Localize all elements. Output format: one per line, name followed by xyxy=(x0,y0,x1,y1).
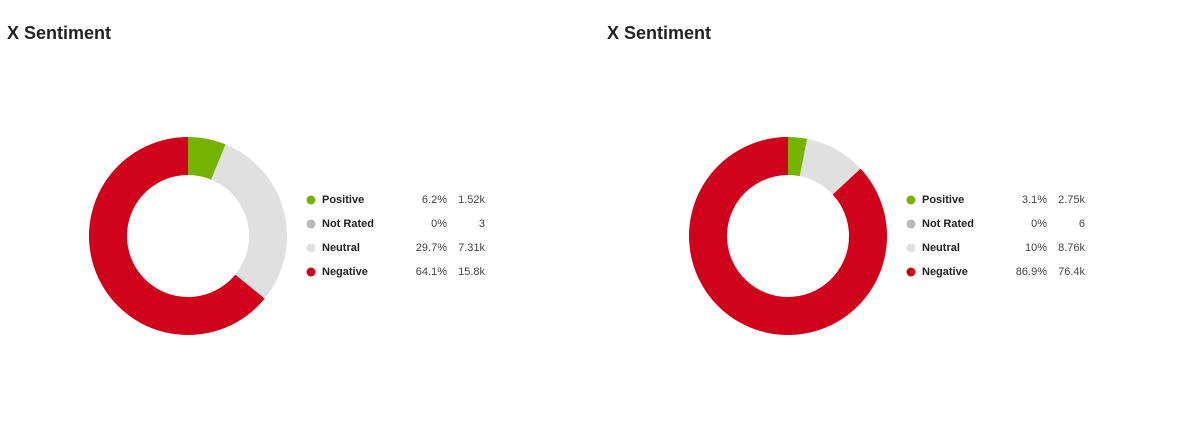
count-label: 6 xyxy=(1079,218,1085,230)
legend-label: Negative xyxy=(322,266,368,278)
donut-slice xyxy=(788,137,808,177)
percent-label: 29.7% xyxy=(416,242,447,254)
legend-swatch xyxy=(906,195,916,205)
donut-slice xyxy=(799,138,861,195)
legend-label: Not Rated xyxy=(922,218,974,230)
count-label: 15.8k xyxy=(458,266,485,278)
legend-label: Not Rated xyxy=(322,218,374,230)
percent-label: 3.1% xyxy=(1022,194,1047,206)
count-label: 76.4k xyxy=(1058,266,1085,278)
donut-slice xyxy=(89,137,265,335)
count-label: 3 xyxy=(479,218,485,230)
count-label: 7.31k xyxy=(458,242,485,254)
percent-label: 0% xyxy=(1031,218,1047,230)
legend-label: Neutral xyxy=(922,242,960,254)
legend-swatch xyxy=(906,267,916,277)
percent-label: 0% xyxy=(431,218,447,230)
donut-slice xyxy=(211,144,287,299)
count-label: 2.75k xyxy=(1058,194,1085,206)
chart-title: X Sentiment xyxy=(607,23,711,43)
legend-swatch xyxy=(306,219,316,229)
legend-swatch xyxy=(306,195,316,205)
legend-swatch xyxy=(306,267,316,277)
legend-swatch xyxy=(906,243,916,253)
legend-swatch xyxy=(906,219,916,229)
legend-label: Neutral xyxy=(322,242,360,254)
donut-slice xyxy=(188,137,226,180)
legend-label: Negative xyxy=(922,266,968,278)
percent-label: 64.1% xyxy=(416,266,447,278)
count-label: 8.76k xyxy=(1058,242,1085,254)
percent-label: 6.2% xyxy=(422,194,447,206)
donut-slice xyxy=(689,137,887,335)
count-label: 1.52k xyxy=(458,194,485,206)
legend-swatch xyxy=(306,243,316,253)
percent-label: 86.9% xyxy=(1016,266,1047,278)
legend-label: Positive xyxy=(322,194,364,206)
percent-label: 10% xyxy=(1025,242,1047,254)
chart-title: X Sentiment xyxy=(7,23,111,43)
legend-label: Positive xyxy=(922,194,964,206)
